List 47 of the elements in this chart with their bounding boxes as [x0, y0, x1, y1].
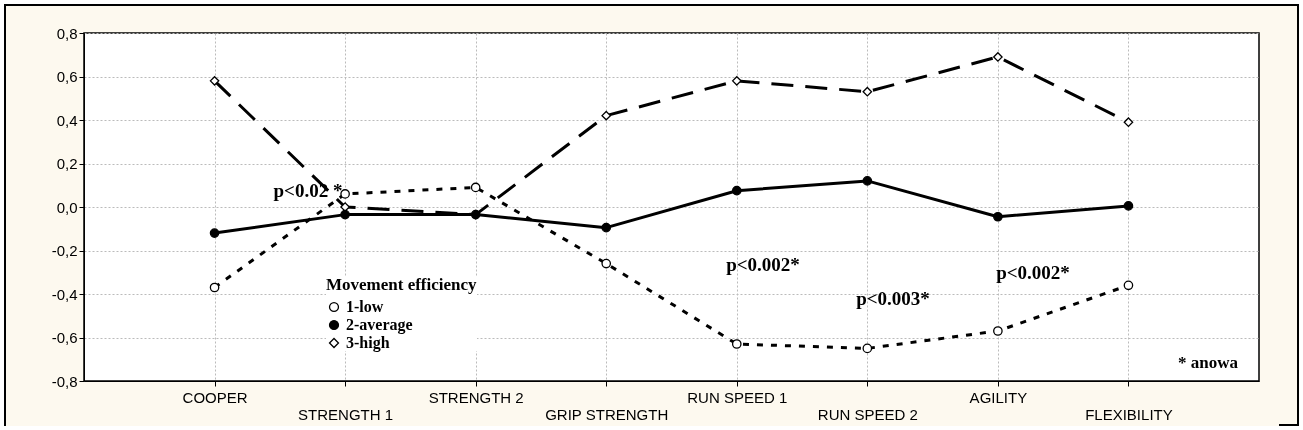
x-tick-label: GRIP STRENGTH	[545, 405, 669, 423]
x-tick-label: RUN SPEED 2	[817, 405, 918, 423]
point	[993, 52, 1003, 62]
legend-label: 2-average	[346, 316, 413, 334]
y-tick-label: 0,4	[56, 111, 78, 129]
point	[601, 258, 612, 269]
x-tick-label: FLEXIBILITY	[1085, 405, 1173, 423]
x-tick-label: RUN SPEED 1	[687, 388, 788, 406]
y-tick-label: -0,4	[51, 285, 78, 303]
y-tick-label: -0,6	[51, 329, 78, 346]
annotation: * anowa	[1178, 353, 1239, 372]
legend-title: Movement efficiency	[326, 275, 478, 294]
x-tick-label: AGILITY	[969, 388, 1028, 406]
point	[209, 228, 220, 238]
y-tick-label: 0,0	[56, 198, 78, 216]
point	[731, 185, 742, 196]
point	[993, 211, 1003, 222]
x-tick-label: STRENGTH 2	[428, 388, 524, 406]
x-tick-label: COOPER	[182, 388, 248, 406]
y-tick-label: 0,8	[56, 24, 78, 42]
y-tick-label: -0,2	[51, 242, 78, 259]
point	[340, 209, 350, 220]
y-tick-label: 0,2	[56, 155, 78, 172]
point	[862, 176, 873, 186]
point	[601, 222, 612, 233]
y-tick-label: 0,6	[56, 68, 78, 85]
annotation: p<0.02 *	[273, 180, 343, 201]
point	[862, 86, 873, 97]
annotation: p<0.002*	[996, 262, 1070, 283]
point	[209, 76, 220, 86]
annotation: p<0.002*	[726, 254, 800, 275]
x-tick-label: STRENGTH 1	[298, 405, 394, 423]
legend-label: 3-high	[346, 334, 390, 352]
point	[470, 182, 481, 193]
point	[1123, 201, 1134, 211]
point	[862, 343, 873, 354]
point	[993, 326, 1003, 336]
point	[731, 339, 742, 349]
point	[340, 189, 350, 199]
point	[601, 110, 612, 121]
point	[1123, 280, 1134, 291]
legend-label: 1-low	[346, 298, 384, 315]
point	[209, 282, 220, 293]
y-tick-label: -0,8	[51, 372, 78, 390]
point	[731, 76, 742, 86]
annotation: p<0.003*	[856, 288, 930, 309]
point	[1123, 117, 1134, 128]
